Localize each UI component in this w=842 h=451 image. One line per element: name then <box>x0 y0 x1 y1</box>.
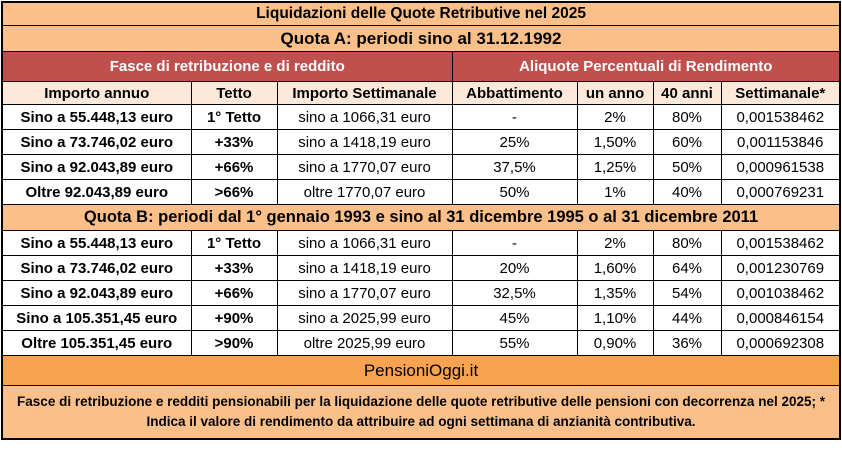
cell-un-anno: 1,10% <box>576 305 654 331</box>
column-header-row: Importo annuo Tetto Importo Settimanale … <box>1 81 841 105</box>
cell-40-anni: 80% <box>652 104 722 130</box>
cell-tetto: +66% <box>190 280 278 306</box>
table-row: Sino a 55.448,13 euro 1° Tetto sino a 10… <box>1 230 841 256</box>
cell-un-anno: 2% <box>576 230 654 256</box>
cell-importo-settimanale: sino a 1066,31 euro <box>276 104 453 130</box>
table-row: Sino a 92.043,89 euro +66% sino a 1770,0… <box>1 154 841 180</box>
cell-40-anni: 80% <box>652 230 722 256</box>
col-header-abbattimento: Abbattimento <box>451 81 578 105</box>
cell-settimanale: 0,000846154 <box>720 305 841 331</box>
cell-40-anni: 64% <box>652 255 722 281</box>
table-row: Oltre 105.351,45 euro >90% oltre 2025,99… <box>1 330 841 356</box>
cell-tetto: +66% <box>190 154 278 180</box>
cell-tetto: 1° Tetto <box>190 230 278 256</box>
cell-importo-annuo: Oltre 105.351,45 euro <box>1 330 192 356</box>
cell-abbattimento: - <box>451 104 578 130</box>
col-header-un-anno: un anno <box>576 81 654 105</box>
cell-settimanale: 0,001230769 <box>720 255 841 281</box>
cell-un-anno: 1,50% <box>576 129 654 155</box>
cell-tetto: +33% <box>190 255 278 281</box>
cell-40-anni: 40% <box>652 179 722 205</box>
cell-importo-annuo: Oltre 92.043,89 euro <box>1 179 192 205</box>
cell-tetto: +33% <box>190 129 278 155</box>
cell-40-anni: 44% <box>652 305 722 331</box>
cell-importo-annuo: Sino a 92.043,89 euro <box>1 280 192 306</box>
col-header-settimanale: Settimanale* <box>720 81 841 105</box>
col-header-importo-annuo: Importo annuo <box>1 81 192 105</box>
cell-un-anno: 1,60% <box>576 255 654 281</box>
group-header-left: Fasce di retribuzione e di reddito <box>1 51 453 82</box>
group-header-row: Fasce di retribuzione e di reddito Aliqu… <box>1 51 841 82</box>
cell-settimanale: 0,000769231 <box>720 179 841 205</box>
quota-b-title: Quota B: periodi dal 1° gennaio 1993 e s… <box>1 204 841 231</box>
cell-importo-annuo: Sino a 73.746,02 euro <box>1 129 192 155</box>
cell-abbattimento: 50% <box>451 179 578 205</box>
cell-settimanale: 0,001153846 <box>720 129 841 155</box>
cell-abbattimento: 32,5% <box>451 280 578 306</box>
cell-abbattimento: 55% <box>451 330 578 356</box>
cell-un-anno: 2% <box>576 104 654 130</box>
cell-40-anni: 54% <box>652 280 722 306</box>
quota-a-title: Quota A: periodi sino al 31.12.1992 <box>1 25 841 52</box>
cell-settimanale: 0,001538462 <box>720 230 841 256</box>
cell-settimanale: 0,000961538 <box>720 154 841 180</box>
note-row: Fasce di retribuzione e redditi pensiona… <box>1 385 841 440</box>
table-row: Sino a 73.746,02 euro +33% sino a 1418,1… <box>1 255 841 281</box>
pension-table-sheet: Liquidazioni delle Quote Retributive nel… <box>1 1 842 440</box>
table-row: Sino a 105.351,45 euro +90% sino a 2025,… <box>1 305 841 331</box>
cell-tetto: >66% <box>190 179 278 205</box>
cell-importo-annuo: Sino a 92.043,89 euro <box>1 154 192 180</box>
group-header-right: Aliquote Percentuali di Rendimento <box>451 51 841 82</box>
col-header-importo-settimanale: Importo Settimanale <box>276 81 453 105</box>
cell-abbattimento: 20% <box>451 255 578 281</box>
cell-40-anni: 50% <box>652 154 722 180</box>
title-row: Liquidazioni delle Quote Retributive nel… <box>1 1 841 26</box>
cell-tetto: +90% <box>190 305 278 331</box>
cell-importo-settimanale: sino a 1770,07 euro <box>276 154 453 180</box>
col-header-40-anni: 40 anni <box>652 81 722 105</box>
cell-settimanale: 0,001038462 <box>720 280 841 306</box>
cell-abbattimento: 45% <box>451 305 578 331</box>
cell-importo-annuo: Sino a 73.746,02 euro <box>1 255 192 281</box>
cell-un-anno: 1,35% <box>576 280 654 306</box>
cell-importo-settimanale: sino a 1418,19 euro <box>276 129 453 155</box>
cell-tetto: 1° Tetto <box>190 104 278 130</box>
cell-importo-settimanale: sino a 2025,99 euro <box>276 305 453 331</box>
cell-un-anno: 1% <box>576 179 654 205</box>
table-row: Sino a 55.448,13 euro 1° Tetto sino a 10… <box>1 104 841 130</box>
cell-un-anno: 1,25% <box>576 154 654 180</box>
cell-settimanale: 0,001538462 <box>720 104 841 130</box>
cell-importo-annuo: Sino a 55.448,13 euro <box>1 104 192 130</box>
table-title: Liquidazioni delle Quote Retributive nel… <box>1 1 841 26</box>
table-row: Sino a 73.746,02 euro +33% sino a 1418,1… <box>1 129 841 155</box>
table-row: Sino a 92.043,89 euro +66% sino a 1770,0… <box>1 280 841 306</box>
table-row: Oltre 92.043,89 euro >66% oltre 1770,07 … <box>1 179 841 205</box>
cell-importo-settimanale: sino a 1418,19 euro <box>276 255 453 281</box>
footnote: Fasce di retribuzione e redditi pensiona… <box>1 385 841 440</box>
cell-tetto: >90% <box>190 330 278 356</box>
cell-importo-annuo: Sino a 55.448,13 euro <box>1 230 192 256</box>
cell-abbattimento: 25% <box>451 129 578 155</box>
cell-un-anno: 0,90% <box>576 330 654 356</box>
source-label: PensioniOggi.it <box>1 355 841 386</box>
cell-importo-settimanale: sino a 1770,07 euro <box>276 280 453 306</box>
source-row: PensioniOggi.it <box>1 355 841 386</box>
quota-b-row: Quota B: periodi dal 1° gennaio 1993 e s… <box>1 204 841 231</box>
cell-importo-settimanale: oltre 1770,07 euro <box>276 179 453 205</box>
cell-abbattimento: - <box>451 230 578 256</box>
cell-abbattimento: 37,5% <box>451 154 578 180</box>
cell-settimanale: 0,000692308 <box>720 330 841 356</box>
cell-importo-annuo: Sino a 105.351,45 euro <box>1 305 192 331</box>
cell-40-anni: 60% <box>652 129 722 155</box>
quota-a-row: Quota A: periodi sino al 31.12.1992 <box>1 25 841 52</box>
cell-40-anni: 36% <box>652 330 722 356</box>
pension-rates-table: Liquidazioni delle Quote Retributive nel… <box>1 1 842 440</box>
cell-importo-settimanale: oltre 2025,99 euro <box>276 330 453 356</box>
cell-importo-settimanale: sino a 1066,31 euro <box>276 230 453 256</box>
col-header-tetto: Tetto <box>190 81 278 105</box>
